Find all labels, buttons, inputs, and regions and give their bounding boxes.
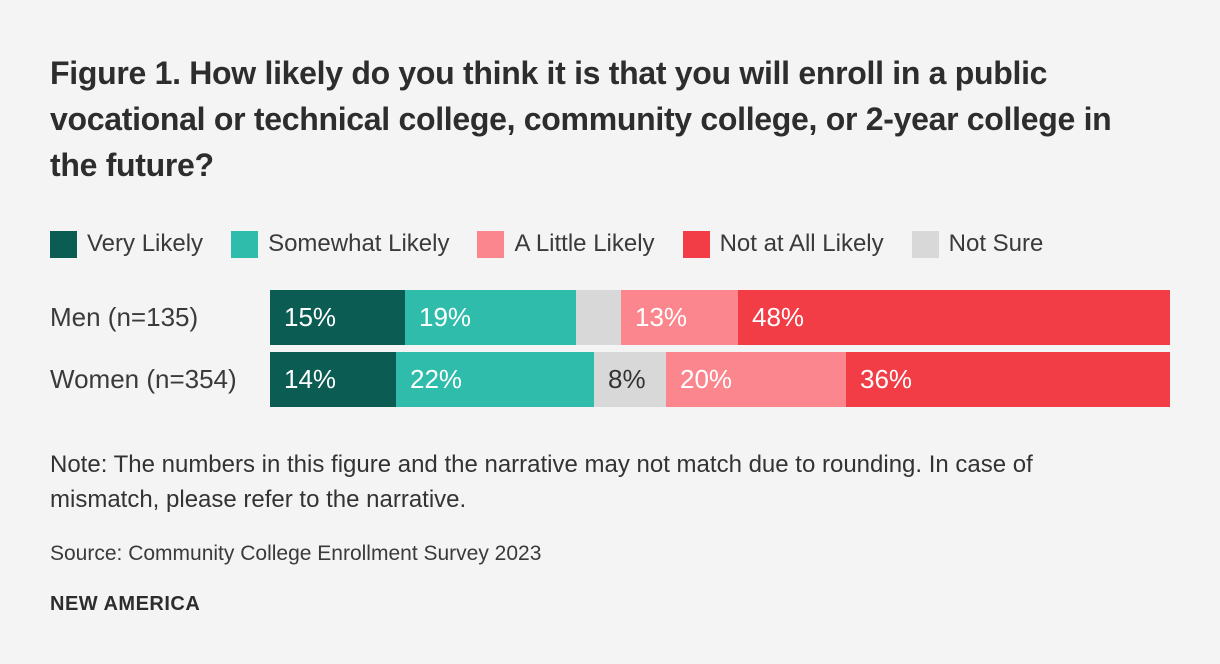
row-label: Men (n=135) xyxy=(50,302,199,332)
legend-label: Not at All Likely xyxy=(719,230,884,257)
bar-segment-value: 36% xyxy=(860,364,913,394)
legend-label: Very Likely xyxy=(87,230,204,257)
bar-chart: Men (n=135) 15% 19% 13% 48% Women (n=354) 14% 2… xyxy=(50,290,1170,407)
bar-segment-very-likely: 14% xyxy=(270,352,396,407)
legend-swatch-somewhat-likely xyxy=(231,230,259,258)
legend-swatch-not-sure xyxy=(911,230,939,258)
bar-segment-very-likely: 15% xyxy=(270,290,405,345)
bar-row-men-n-135: Men (n=135) 15% 19% 13% 48% xyxy=(50,290,1170,345)
brand-wordmark: NEW AMERICA xyxy=(50,593,201,615)
bar-segment-value: 19% xyxy=(419,302,472,332)
legend-label: Not Sure xyxy=(948,230,1044,257)
bar-segment-somewhat-likely: 19% xyxy=(405,290,576,345)
legend-item-not-at-all-likely: Not at All Likely xyxy=(682,230,884,258)
legend-item-not-sure: Not Sure xyxy=(911,230,1044,258)
bar-segment-value: 48% xyxy=(752,302,805,332)
legend-label: A Little Likely xyxy=(514,230,655,257)
legend-item-very-likely: Very Likely xyxy=(50,230,203,258)
bar-segment-a-little-likely: 20% xyxy=(666,352,846,407)
figure-source: Source: Community College Enrollment Sur… xyxy=(50,542,542,565)
legend: Very Likely Somewhat Likely A Little Likel… xyxy=(50,230,1170,258)
legend-label: Somewhat Likely xyxy=(268,230,450,257)
bar-segment-value: 8% xyxy=(608,364,646,394)
legend-item-somewhat-likely: Somewhat Likely xyxy=(231,230,449,258)
bar-segment-somewhat-likely: 22% xyxy=(396,352,594,407)
bar-segment-value: 13% xyxy=(635,302,688,332)
bar-segment-value: 15% xyxy=(284,302,337,332)
figure-note: Note: The numbers in this figure and the… xyxy=(50,451,1033,513)
bar-segment-value: 22% xyxy=(410,364,463,394)
bar-row-women-n-354: Women (n=354) 14% 22% 8% 20% 36% xyxy=(50,352,1170,407)
bar-segment-not-at-all-likely: 48% xyxy=(738,290,1170,345)
bar-segment-a-little-likely: 13% xyxy=(621,290,738,345)
legend-swatch-a-little-likely xyxy=(477,230,505,258)
legend-item-a-little-likely: A Little Likely xyxy=(477,230,655,258)
figure: Figure 1. How likely do you think it is … xyxy=(50,55,1170,615)
bar-segment-value: 14% xyxy=(284,364,337,394)
stacked-bar: 14% 22% 8% 20% 36% xyxy=(270,352,1170,407)
bar-segment-not-sure xyxy=(576,290,621,345)
stacked-bar: 15% 19% 13% 48% xyxy=(270,290,1170,345)
bar-segment-not-sure: 8% xyxy=(594,352,666,407)
legend-swatch-not-at-all-likely xyxy=(682,230,710,258)
row-label: Women (n=354) xyxy=(50,364,237,394)
figure-title: Figure 1. How likely do you think it is … xyxy=(50,55,1112,183)
bar-segment-not-at-all-likely: 36% xyxy=(846,352,1170,407)
legend-swatch-very-likely xyxy=(50,230,77,258)
bar-segment-value: 20% xyxy=(680,364,733,394)
